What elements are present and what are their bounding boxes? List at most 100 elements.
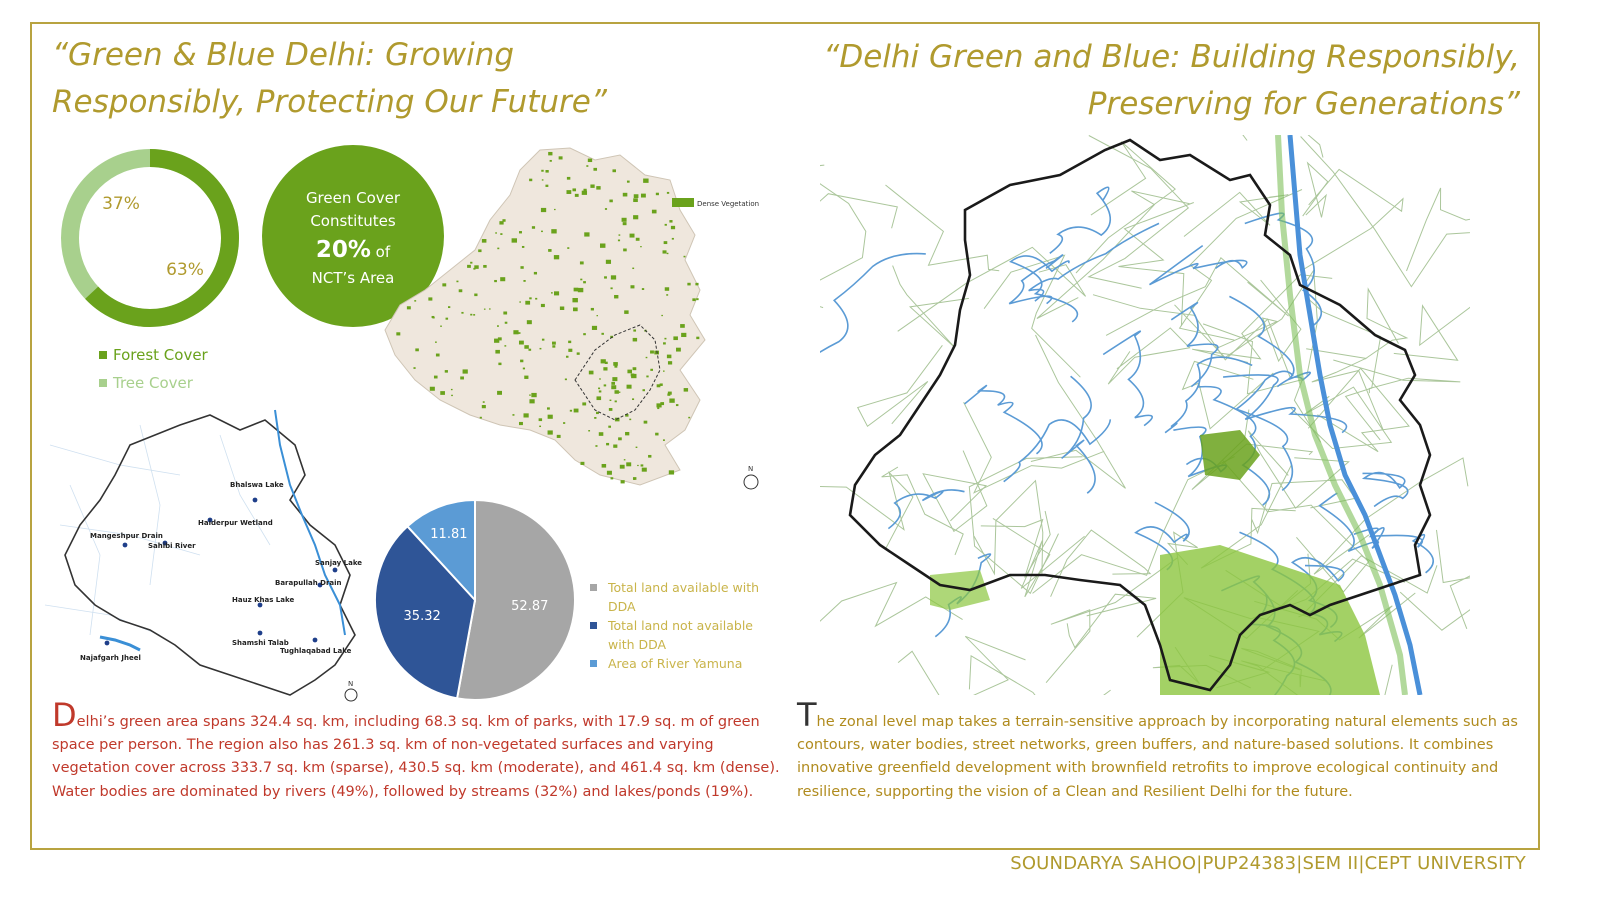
pie-legend-item-dda-not-available: Total land not available with DDA (590, 616, 790, 654)
vegetation-patch (598, 390, 602, 393)
dense-vegetation-patches (396, 151, 700, 484)
vegetation-patch (545, 170, 549, 173)
pie-slices (374, 498, 576, 701)
pie-legend-item-dda-available: Total land available with DDA (590, 578, 790, 616)
vegetation-patch (626, 462, 632, 467)
vegetation-patch (462, 369, 468, 374)
vegetation-patch (541, 230, 543, 233)
vegetation-patch (606, 470, 612, 475)
vegetation-patch (613, 444, 618, 448)
vegetation-patch (626, 384, 632, 389)
street-segment (963, 401, 1105, 494)
yamuna-river-zonal (1287, 135, 1423, 695)
vegetation-patch (513, 330, 519, 335)
donut-forest-arc (85, 149, 239, 327)
dda-land-pie-chart: 52.87 35.32 11.81 (374, 498, 576, 701)
street-segment (968, 654, 1036, 695)
vegetation-patch (529, 399, 535, 404)
vegetation-patch (625, 414, 629, 417)
left-title: “Green & Blue Delhi: Growing Responsibly… (52, 32, 702, 126)
vegetation-patch (588, 430, 591, 432)
vegetation-patch (450, 388, 453, 391)
water-channel (1170, 301, 1219, 388)
vegetation-patch (648, 454, 652, 458)
vegetation-patch (470, 313, 473, 316)
vegetation-patch (396, 332, 401, 336)
vegetation-patch (549, 159, 552, 162)
vegetation-patch (435, 353, 440, 357)
vegetation-patch (633, 198, 638, 203)
vegetation-patch (596, 411, 599, 415)
footer-credit: SOUNDARYA SAHOO|PUP24383|SEM II|CEPT UNI… (1010, 853, 1526, 874)
vegetation-patch (496, 325, 499, 327)
vegetation-patch (572, 307, 578, 312)
vegetation-patch (594, 416, 597, 419)
vegetation-patch (656, 384, 661, 388)
vegetation-patch (608, 425, 612, 428)
vegetation-patch (432, 316, 435, 319)
vegetation-patch (655, 432, 659, 436)
left-description-text: elhi’s green area spans 324.4 sq. km, in… (52, 714, 780, 800)
vegetation-patch (633, 194, 639, 198)
water-channel (964, 384, 1043, 455)
vegetation-patch (580, 278, 583, 281)
vegetation-patch (621, 217, 627, 222)
donut-forest-label: 63% (166, 260, 204, 280)
pie-legend-text-available: Total land available with DDA (608, 578, 759, 616)
water-channel (1164, 356, 1253, 434)
street-segment (820, 164, 867, 281)
vegetation-patch (577, 287, 584, 293)
vegetation-patch (568, 340, 572, 344)
vegetation-patch (552, 345, 556, 348)
vegetation-patch (583, 281, 586, 284)
badge-of: of (370, 243, 391, 261)
vegetation-patch (584, 232, 590, 237)
vegetation-patch (622, 222, 627, 226)
vegetation-patch (637, 464, 639, 467)
vegetation-patch (625, 431, 630, 436)
vegetation-patch (692, 298, 696, 302)
street-segment (1393, 304, 1470, 361)
vegetation-patch (444, 370, 448, 373)
vegetation-patch (669, 220, 673, 223)
forest-swatch (99, 351, 107, 359)
vegetation-patch (635, 237, 640, 241)
vegetation-patch (565, 355, 569, 358)
street-segment (892, 265, 969, 348)
vegetation-patch (573, 408, 579, 413)
badge-line4: NCT’s Area (311, 269, 395, 287)
vegetation-patch (526, 320, 532, 325)
vegetation-patch (667, 391, 672, 395)
vegetation-patch (502, 219, 506, 222)
vegetation-patch (633, 478, 636, 480)
street-segment (1303, 168, 1404, 270)
vegetation-patch (632, 398, 635, 401)
water-body-marker (332, 567, 338, 573)
water-channel (1008, 254, 1064, 305)
badge-line2: Constitutes (310, 212, 396, 230)
water-body-marker (207, 517, 213, 523)
street-segment (1436, 529, 1470, 629)
veg-legend-label: Dense Vegetation (697, 200, 759, 208)
vegetation-patch (590, 307, 594, 311)
pie-legend-text-yamuna: Area of River Yamuna (608, 656, 743, 671)
water-map-minor-channels (44, 424, 271, 636)
veg-legend-swatch (672, 198, 694, 207)
vegetation-patch (664, 287, 670, 291)
vegetation-patch (533, 271, 538, 275)
left-title-line2: Responsibly, Protecting Our Future” (52, 84, 607, 120)
vegetation-patch (511, 238, 518, 243)
vegetation-patch (671, 237, 674, 240)
vegetation-patch (574, 193, 579, 197)
vegetation-patch (531, 392, 537, 398)
vegetation-patch (596, 315, 598, 317)
vegetation-patch (629, 233, 635, 238)
vegetation-patch (688, 416, 691, 419)
vegetation-patch (499, 221, 504, 225)
right-description: The zonal level map takes a terrain-sens… (797, 699, 1527, 804)
vegetation-patch (663, 370, 665, 372)
najafgarh-jheel-shape (99, 635, 141, 652)
vegetation-patch (583, 333, 586, 336)
water-channel (1003, 419, 1112, 483)
legend-forest-label: Forest Cover (113, 346, 208, 364)
